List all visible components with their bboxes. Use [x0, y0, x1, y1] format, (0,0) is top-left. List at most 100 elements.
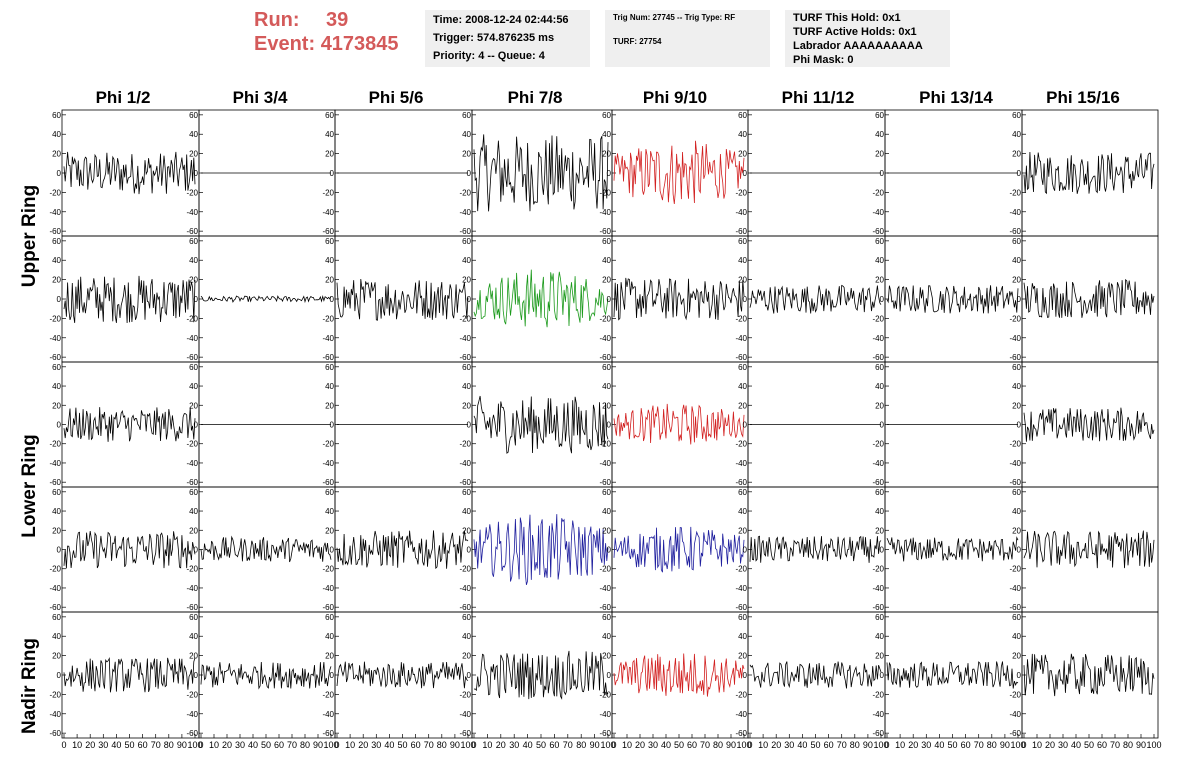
y-tick-label: -40 [735, 710, 747, 719]
y-tick-label: 40 [462, 632, 471, 641]
y-tick-label: 40 [52, 382, 61, 391]
y-tick-label: -40 [186, 584, 198, 593]
event-label: Event: [254, 33, 316, 55]
y-tick-label: -60 [599, 603, 611, 612]
x-tick-label: 30 [509, 740, 519, 750]
x-tick-label: 90 [863, 740, 873, 750]
y-tick-label: -20 [599, 440, 611, 449]
waveform-trace [336, 278, 469, 321]
y-tick-label: -20 [735, 188, 747, 197]
y-tick-label: -20 [599, 188, 611, 197]
y-tick-label: 0 [57, 421, 62, 430]
y-tick-label: -40 [322, 208, 334, 217]
x-tick-label: 70 [151, 740, 161, 750]
y-tick-label: 0 [1017, 671, 1022, 680]
x-tick-label: 40 [523, 740, 533, 750]
y-tick-label: 0 [330, 421, 335, 430]
y-tick-label: -40 [872, 710, 884, 719]
x-tick-label: 10 [482, 740, 492, 750]
y-tick-label: 60 [875, 111, 884, 120]
y-tick-label: 40 [1012, 382, 1021, 391]
y-tick-label: -40 [186, 459, 198, 468]
x-tick-label: 40 [384, 740, 394, 750]
y-tick-label: -60 [459, 478, 471, 487]
y-tick-label: -40 [1009, 208, 1021, 217]
time-info-box: Time: 2008-12-24 02:44:56 Trigger: 574.8… [425, 10, 590, 67]
y-tick-label: 40 [325, 256, 334, 265]
y-tick-label: 20 [602, 276, 611, 285]
panel-frame [747, 235, 886, 363]
x-tick-label: 20 [908, 740, 918, 750]
y-tick-label: -60 [459, 227, 471, 236]
y-tick-label: -60 [322, 603, 334, 612]
event-row: Event: 4173845 [254, 32, 399, 56]
x-tick-label: 100 [1146, 740, 1161, 750]
x-tick-label: 20 [85, 740, 95, 750]
y-tick-label: -20 [186, 690, 198, 699]
y-tick-label: 0 [880, 421, 885, 430]
waveform-trace [749, 661, 882, 689]
x-tick-label: 100 [600, 740, 615, 750]
x-tick-label: 10 [345, 740, 355, 750]
y-tick-label: 40 [325, 382, 334, 391]
y-tick-label: -60 [186, 729, 198, 738]
y-tick-label: 20 [52, 652, 61, 661]
x-tick-label: 50 [810, 740, 820, 750]
y-tick-label: 40 [738, 507, 747, 516]
y-tick-label: 20 [602, 150, 611, 159]
y-tick-label: 60 [462, 237, 471, 246]
y-tick-label: -20 [872, 690, 884, 699]
y-tick-label: 60 [325, 613, 334, 622]
y-tick-label: -20 [322, 440, 334, 449]
y-tick-label: 60 [325, 237, 334, 246]
y-tick-label: -60 [735, 603, 747, 612]
panel-frame [471, 611, 613, 739]
y-tick-label: -20 [872, 188, 884, 197]
y-tick-label: -20 [872, 440, 884, 449]
y-tick-label: 60 [462, 363, 471, 372]
y-tick-label: -40 [322, 584, 334, 593]
column-title-phi-3-4: Phi 3/4 [232, 88, 288, 107]
y-tick-label: 0 [880, 671, 885, 680]
y-tick-label: 20 [462, 150, 471, 159]
y-tick-label: -20 [459, 690, 471, 699]
y-tick-label: 20 [1012, 652, 1021, 661]
waveform-trace [886, 285, 1019, 314]
column-title-phi-11-12: Phi 11/12 [781, 88, 855, 107]
y-tick-label: 60 [738, 111, 747, 120]
x-tick-label: 60 [549, 740, 559, 750]
y-tick-label: -40 [459, 584, 471, 593]
y-tick-label: 40 [52, 632, 61, 641]
y-tick-label: -60 [735, 478, 747, 487]
y-tick-label: 0 [743, 671, 748, 680]
y-tick-label: 20 [875, 652, 884, 661]
y-tick-label: -60 [872, 478, 884, 487]
y-tick-label: -20 [459, 565, 471, 574]
x-tick-label: 0 [884, 740, 889, 750]
y-tick-label: -60 [49, 227, 61, 236]
y-tick-label: 60 [1012, 111, 1021, 120]
y-tick-label: -20 [1009, 690, 1021, 699]
y-tick-label: -20 [322, 314, 334, 323]
y-tick-label: 40 [738, 256, 747, 265]
y-tick-label: -60 [49, 603, 61, 612]
column-title-phi-9-10: Phi 9/10 [642, 88, 708, 107]
y-tick-label: 20 [325, 276, 334, 285]
y-tick-label: 60 [325, 363, 334, 372]
run-label: Run: [254, 9, 300, 31]
waveform-trace [1023, 530, 1155, 569]
y-tick-label: 60 [189, 363, 198, 372]
x-tick-label: 80 [164, 740, 174, 750]
waveform-trace [200, 535, 332, 563]
trig-info-box: Trig Num: 27745 -- Trig Type: RF TURF: 2… [605, 10, 770, 67]
y-tick-label: -40 [599, 208, 611, 217]
x-tick-label: 50 [261, 740, 271, 750]
run-event-box: Run: 39 Event: 4173845 [254, 8, 399, 56]
panel-frame [611, 486, 749, 613]
x-tick-label: 80 [850, 740, 860, 750]
y-tick-label: -40 [459, 208, 471, 217]
x-tick-label: 20 [1045, 740, 1055, 750]
x-tick-label: 60 [687, 740, 697, 750]
y-tick-label: 0 [1017, 421, 1022, 430]
x-tick-label: 0 [334, 740, 339, 750]
